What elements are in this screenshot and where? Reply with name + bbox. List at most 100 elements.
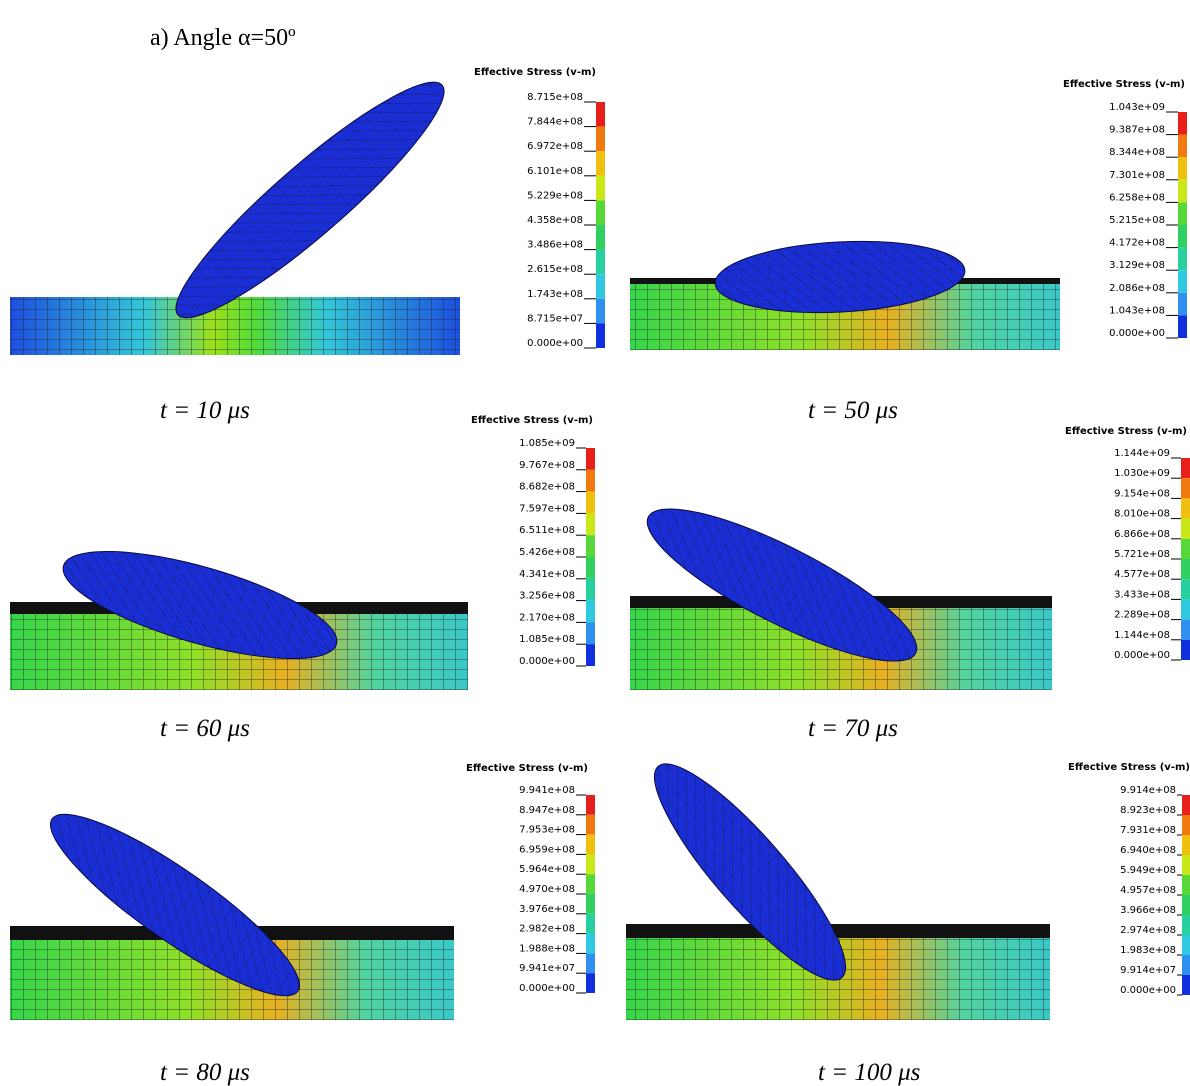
panel: Effective Stress (v-m) 1.085e+09 9.767e+08…: [10, 415, 595, 742]
legend-label: 3.129e+08: [1109, 260, 1165, 271]
legend-swatch: [1182, 855, 1190, 875]
legend-label: 6.101e+08: [527, 166, 583, 177]
legend-label: 2.086e+08: [1109, 283, 1165, 294]
legend-label: 4.172e+08: [1109, 238, 1165, 249]
legend-label: 3.433e+08: [1114, 589, 1170, 600]
legend-swatch: [586, 854, 595, 874]
legend-swatch: [1181, 539, 1190, 559]
legend-label: 0.000e+00: [1120, 985, 1176, 996]
legend-swatch: [586, 579, 595, 601]
legend-label: 4.970e+08: [519, 884, 575, 895]
legend-swatch: [586, 470, 595, 492]
legend-label: 8.923e+08: [1120, 805, 1176, 816]
legend-label: 1.030e+09: [1114, 468, 1170, 479]
legend-swatch: [1181, 498, 1190, 518]
legend-swatch: [596, 102, 605, 127]
legend-swatch: [1178, 270, 1187, 293]
legend-swatch: [596, 250, 605, 275]
caption: t = 70 μs: [808, 715, 898, 742]
panel: Effective Stress (v-m)1.043e+099.387e+08…: [630, 79, 1187, 424]
legend-swatch: [586, 513, 595, 535]
legend-label: 1.743e+08: [527, 289, 583, 300]
legend-swatch: [586, 644, 595, 666]
panel: Effective Stress (v-m) 1.144e+09 1.030e+09…: [630, 426, 1190, 742]
legend-swatch: [1181, 620, 1190, 640]
legend-label: 4.358e+08: [527, 215, 583, 226]
legend-swatch: [1182, 795, 1190, 815]
legend-label: 1.085e+09: [519, 438, 575, 449]
legend-label: 6.258e+08: [1109, 192, 1165, 203]
legend-label: 9.941e+08: [519, 785, 575, 796]
legend-label: 0.000e+00: [1114, 650, 1170, 661]
legend-swatch: [586, 601, 595, 623]
legend-label: 7.931e+08: [1120, 825, 1176, 836]
legend-title: Effective Stress (v-m): [471, 415, 593, 426]
legend-swatch: [1181, 458, 1190, 478]
legend-swatch: [1181, 559, 1190, 579]
legend-swatch: [586, 914, 595, 934]
legend-label: 5.964e+08: [519, 864, 575, 875]
caption: t = 60 μs: [160, 715, 250, 742]
legend-swatch: [1181, 579, 1190, 599]
legend-swatch: [1182, 915, 1190, 935]
legend-title: Effective Stress (v-m): [1065, 426, 1187, 437]
legend-label: 3.976e+08: [519, 904, 575, 915]
legend-label: 2.982e+08: [519, 924, 575, 935]
legend-swatch: [1181, 599, 1190, 619]
legend-swatch: [586, 894, 595, 914]
legend-label: 5.949e+08: [1120, 865, 1176, 876]
legend-label: 6.972e+08: [527, 141, 583, 152]
caption: t = 10 μs: [160, 397, 250, 424]
legend-title: Effective Stress (v-m): [474, 67, 596, 78]
legend-label: 9.914e+07: [1120, 965, 1176, 976]
legend-swatch: [586, 934, 595, 954]
legend-label: 0.000e+00: [1109, 328, 1165, 339]
legend-swatch: [596, 127, 605, 152]
legend-label: 1.085e+08: [519, 634, 575, 645]
legend-swatch: [586, 535, 595, 557]
legend-label: 6.511e+08: [519, 525, 575, 536]
panel: Effective Stress (v-m)9.941e+088.947e+08…: [10, 763, 595, 1086]
legend-label: 2.170e+08: [519, 612, 575, 623]
legend-swatch: [596, 200, 605, 225]
legend-swatch: [586, 874, 595, 894]
legend-label: 8.344e+08: [1109, 147, 1165, 158]
legend-swatch: [1178, 180, 1187, 203]
legend-label: 9.914e+08: [1120, 785, 1176, 796]
legend-swatch: [586, 795, 595, 815]
legend-swatch: [596, 299, 605, 324]
legend-label: 1.043e+08: [1109, 305, 1165, 316]
legend-label: 6.866e+08: [1114, 529, 1170, 540]
legend-swatch: [586, 815, 595, 835]
legend-label: 2.974e+08: [1120, 925, 1176, 936]
legend-label: 1.144e+09: [1114, 448, 1170, 459]
legend-label: 3.256e+08: [519, 591, 575, 602]
legend-swatch: [1182, 875, 1190, 895]
legend-swatch: [586, 448, 595, 470]
legend-label: 7.301e+08: [1109, 170, 1165, 181]
legend-label: 8.947e+08: [519, 805, 575, 816]
legend-swatch: [1182, 895, 1190, 915]
legend-swatch: [596, 176, 605, 201]
legend-swatch: [596, 151, 605, 176]
figure: a) Angle α=50º Effective Stress (v-m)8.7…: [0, 0, 1190, 1086]
legend-swatch: [1181, 640, 1190, 660]
caption: t = 100 μs: [818, 1059, 920, 1086]
legend-label: 0.000e+00: [519, 656, 575, 667]
caption: t = 50 μs: [808, 397, 898, 424]
legend-swatch: [586, 835, 595, 855]
legend-label: 7.597e+08: [519, 503, 575, 514]
legend-label: 1.144e+08: [1114, 630, 1170, 641]
legend-swatch: [596, 323, 605, 348]
legend-label: 9.767e+08: [519, 460, 575, 471]
legend-swatch: [1182, 835, 1190, 855]
legend-swatch: [596, 274, 605, 299]
legend-swatch: [586, 973, 595, 993]
legend-label: 9.154e+08: [1114, 488, 1170, 499]
legend-swatch: [1182, 815, 1190, 835]
legend-title: Effective Stress (v-m): [1063, 79, 1185, 90]
legend-label: 5.426e+08: [519, 547, 575, 558]
legend-swatch: [1178, 248, 1187, 271]
legend-label: 1.983e+08: [1120, 945, 1176, 956]
legend-label: 5.215e+08: [1109, 215, 1165, 226]
